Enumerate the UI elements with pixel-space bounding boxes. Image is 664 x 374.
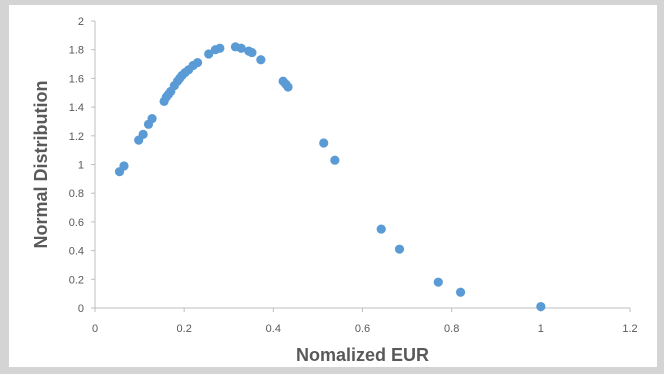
x-axis-title: Nomalized EUR [296,345,429,365]
y-tick-label: 1.6 [69,73,84,85]
y-tick-label: 0.4 [69,246,84,258]
data-point [455,287,466,297]
y-axis-title: Normal Distribution [31,80,51,248]
y-tick-labels: 0 0.2 0.4 0.6 0.8 1 1.2 1.4 1.6 1.8 2 [69,16,95,315]
x-tick-label: 1 [538,323,544,335]
x-tick-labels: 0 0.2 0.4 0.6 0.8 1 1.2 [92,308,638,335]
data-point [433,277,443,287]
x-tick-label: 0.6 [355,323,370,335]
y-tick-label: 0.2 [69,274,84,286]
y-tick-label: 1.2 [69,131,84,143]
y-tick-label: 0.6 [69,217,84,229]
chart-area: 0 0.2 0.4 0.6 0.8 1 1.2 1.4 1.6 1.8 2 0 0.2 0.4 0.6 0.… [9,5,657,367]
y-tick-label: 1.4 [69,102,84,114]
y-tick-label: 2 [78,16,84,28]
data-point [319,138,329,148]
y-tick-label: 1 [78,160,84,172]
x-tick-label: 0 [92,323,98,335]
data-point [119,161,129,171]
data-point [192,58,203,68]
x-tick-label: 0.8 [444,323,459,335]
data-point [536,301,546,312]
x-tick-label: 1.2 [622,323,637,335]
data-point [283,82,293,92]
data-point [394,244,405,254]
data-point [330,155,340,165]
data-point [247,47,257,58]
x-tick-label: 0.2 [177,323,192,335]
data-point [236,43,246,53]
y-tick-label: 1.8 [69,45,84,57]
scatter-chart: 0 0.2 0.4 0.6 0.8 1 1.2 1.4 1.6 1.8 2 0 0.2 0.4 0.6 0.… [31,16,638,365]
data-point [138,129,148,139]
x-tick-label: 0.4 [266,323,281,335]
y-tick-label: 0 [78,303,84,315]
axes [94,21,630,309]
data-points [114,42,546,312]
data-point [215,43,225,53]
data-point [376,224,386,234]
y-tick-label: 0.8 [69,188,84,200]
data-point [204,49,214,59]
data-point [147,113,157,124]
data-point [256,55,266,65]
